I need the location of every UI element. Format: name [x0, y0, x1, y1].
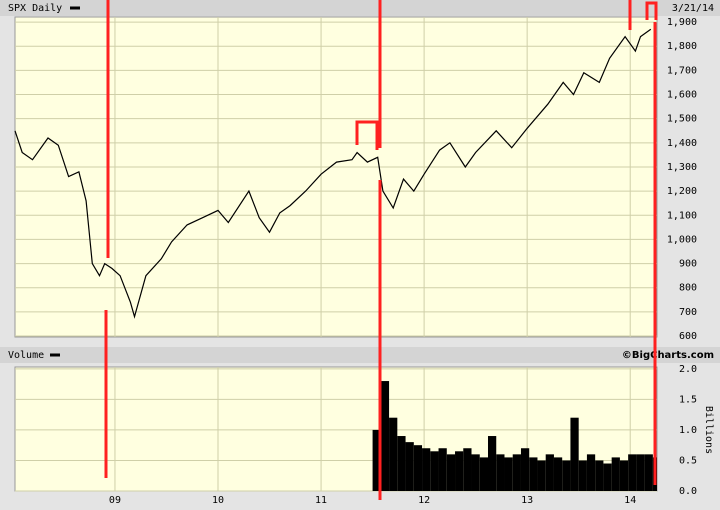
- volume-legend-label: Volume: [8, 350, 44, 361]
- annotation-bracket: [645, 1, 658, 20]
- volume-bar: [636, 454, 645, 491]
- volume-bar: [611, 457, 620, 491]
- volume-bar: [644, 454, 653, 491]
- volume-bar: [479, 457, 488, 491]
- y-tick-label: 800: [679, 283, 697, 294]
- y-tick-label: 1,900: [667, 17, 697, 28]
- y-tick-label: 600: [679, 331, 697, 342]
- y-tick-label: 0.5: [679, 455, 697, 466]
- plot-content: 600 700 800 900 1,000 1,100 1,200 1,300 1,400 1,5…: [14, 6, 697, 506]
- x-tick-label: 11: [315, 495, 327, 506]
- volume-bar: [463, 448, 472, 491]
- annotation-bracket: [355, 120, 379, 150]
- x-tick-label: 10: [212, 495, 224, 506]
- price-plot: [14, 16, 658, 338]
- y-tick-label: 0.0: [679, 486, 697, 497]
- volume-bar: [553, 457, 563, 491]
- x-tick-label: 13: [521, 495, 533, 506]
- credit: ©BigCharts.com: [622, 350, 714, 361]
- volume-bar: [628, 454, 637, 491]
- y-tick-label: 1,200: [667, 186, 697, 197]
- price-header: [0, 0, 720, 16]
- volume-bar: [471, 454, 480, 491]
- volume-bar: [520, 448, 530, 491]
- price-legend-label: SPX Daily: [8, 3, 62, 14]
- volume-bar: [570, 417, 579, 491]
- volume-bar: [446, 454, 456, 491]
- y-tick-label: 1,700: [667, 65, 697, 76]
- volume-bar: [372, 429, 381, 491]
- volume-bar: [595, 460, 604, 491]
- y-axis-label: Billions: [703, 406, 714, 454]
- y-tick-label: 1,000: [667, 234, 697, 245]
- x-tick-label: 12: [418, 495, 430, 506]
- y-tick-label: 1.5: [679, 394, 697, 405]
- y-tick-label: 700: [679, 307, 697, 318]
- volume-bar: [578, 460, 587, 491]
- y-tick-label: 1,800: [667, 41, 697, 52]
- volume-bar: [603, 463, 612, 491]
- volume-bar: [405, 442, 414, 491]
- volume-bar: [529, 457, 538, 491]
- annotations: [104, 0, 658, 500]
- y-tick-label: 1,100: [667, 210, 697, 221]
- y-tick-label: 900: [679, 259, 697, 270]
- volume-bar: [438, 448, 447, 491]
- x-tick-label: 09: [109, 495, 121, 506]
- y-tick-label: 1.0: [679, 425, 697, 436]
- volume-bar: [422, 448, 431, 491]
- date-label: 3/21/14: [672, 3, 714, 14]
- y-tick-label: 1,500: [667, 114, 697, 125]
- price-line: [14, 28, 652, 319]
- volume-bar: [430, 451, 439, 491]
- volume-bar: [389, 417, 398, 491]
- x-tick-label: 14: [624, 495, 636, 506]
- volume-bar: [537, 460, 546, 491]
- volume-bar: [504, 457, 513, 491]
- volume-header: [0, 347, 720, 363]
- y-tick-label: 1,400: [667, 138, 697, 149]
- y-tick-label: 1,300: [667, 162, 697, 173]
- volume-bar: [496, 454, 505, 491]
- volume-bar: [586, 454, 596, 491]
- volume-bar: [619, 460, 629, 491]
- volume-bar: [380, 381, 390, 491]
- volume-bar: [397, 436, 406, 491]
- volume-bar: [487, 436, 497, 491]
- volume-bar: [413, 445, 423, 491]
- y-tick-label: 1,600: [667, 90, 697, 101]
- volume-bar: [562, 460, 571, 491]
- volume-bar: [545, 454, 554, 491]
- volume-bar: [455, 451, 464, 491]
- volume-bar: [512, 454, 521, 491]
- y-tick-label: 2.0: [679, 364, 697, 375]
